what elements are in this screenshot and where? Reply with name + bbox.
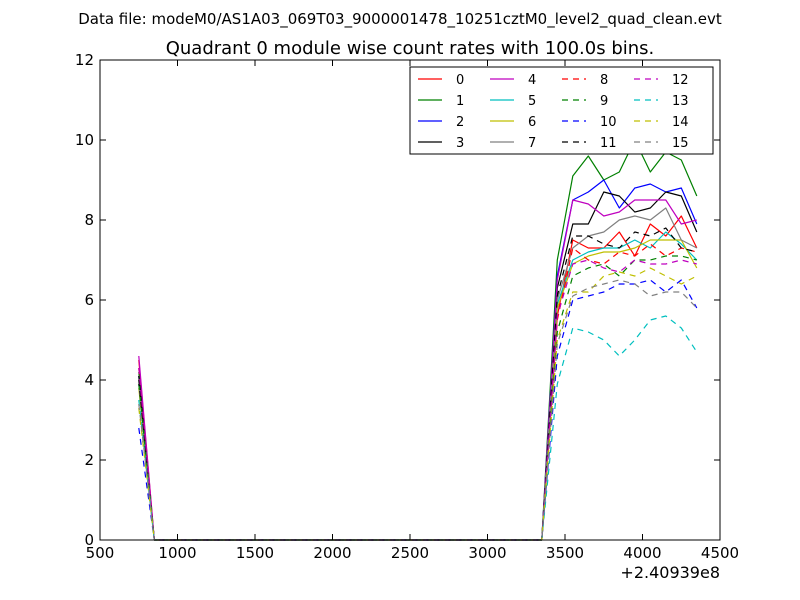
x-tick-label: 3500 — [546, 544, 584, 562]
x-tick-label: 500 — [86, 544, 115, 562]
legend-label-8: 8 — [600, 73, 608, 88]
x-tick-label: 4000 — [623, 544, 661, 562]
legend-label-9: 9 — [600, 94, 608, 109]
y-tick-label: 4 — [84, 371, 94, 389]
series-line-14 — [138, 267, 698, 541]
legend-label-4: 4 — [528, 73, 536, 88]
datafile-label: Data file: modeM0/AS1A03_069T03_90000014… — [78, 10, 722, 29]
y-tick-label: 10 — [75, 131, 94, 149]
legend-label-3: 3 — [456, 136, 464, 151]
legend-label-15: 15 — [672, 136, 689, 151]
legend-label-0: 0 — [456, 73, 464, 88]
legend-label-10: 10 — [600, 115, 617, 130]
x-tick-label: 3000 — [468, 544, 506, 562]
x-tick-label: 1500 — [236, 544, 274, 562]
y-tick-label: 12 — [75, 51, 94, 69]
series-line-11 — [138, 227, 697, 541]
plot-area — [138, 139, 698, 541]
legend-label-11: 11 — [600, 136, 617, 151]
y-tick-label: 8 — [84, 211, 94, 229]
x-tick-label: 1000 — [158, 544, 196, 562]
x-tick-label: 2500 — [391, 544, 429, 562]
legend-label-13: 13 — [672, 94, 689, 109]
legend-label-2: 2 — [456, 115, 464, 130]
series-line-0 — [138, 215, 698, 541]
series-line-8 — [138, 243, 697, 541]
series-line-9 — [138, 255, 697, 541]
y-tick-label: 6 — [84, 291, 94, 309]
legend-label-6: 6 — [528, 115, 536, 130]
series-line-13 — [138, 315, 698, 541]
series-line-6 — [138, 239, 698, 541]
legend-label-12: 12 — [672, 73, 689, 88]
legend-label-7: 7 — [528, 136, 536, 151]
legend-label-1: 1 — [456, 94, 464, 109]
legend-box — [409, 66, 714, 155]
series-line-4 — [138, 199, 697, 541]
series-line-5 — [138, 231, 698, 541]
x-offset-label: +2.40939e8 — [620, 563, 720, 582]
y-tick-label: 0 — [84, 531, 94, 549]
x-tick-label: 4500 — [701, 544, 739, 562]
series-line-15 — [138, 279, 698, 541]
series-line-10 — [138, 279, 698, 541]
series-line-12 — [138, 259, 697, 541]
series-line-1 — [138, 139, 698, 541]
series-line-3 — [138, 191, 698, 541]
legend-label-14: 14 — [672, 115, 689, 130]
axes: 500 1000 1500 2000 2500 3000 3500 4000 4500 0 2 4 6 8… — [75, 51, 739, 562]
y-tick-label: 2 — [84, 451, 94, 469]
chart-title: Quadrant 0 module wise count rates with … — [166, 38, 655, 59]
legend-label-5: 5 — [528, 94, 536, 109]
series-line-2 — [138, 179, 698, 541]
series-line-7 — [138, 207, 698, 541]
x-tick-label: 2000 — [313, 544, 351, 562]
